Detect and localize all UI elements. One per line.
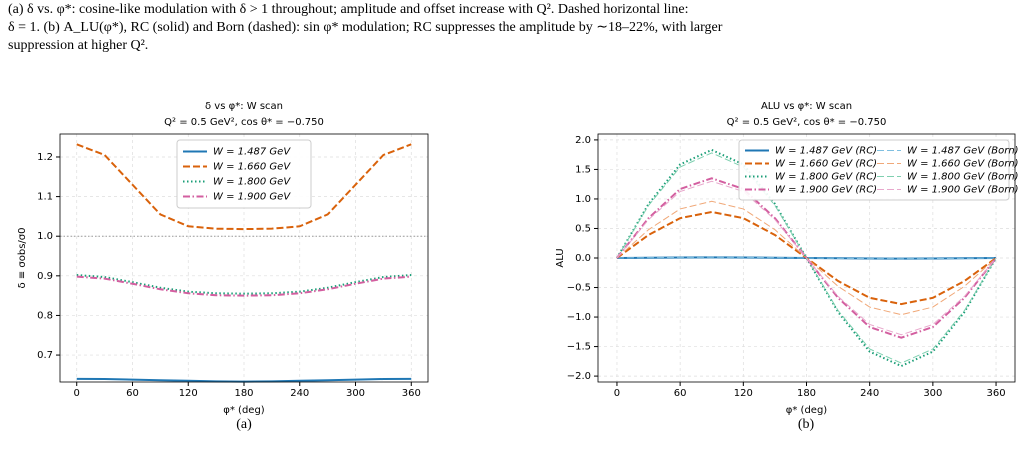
legend-label: W = 1.660 GeV (RC): [775, 159, 877, 170]
x-tick-label: 360: [402, 388, 421, 399]
y-tick-label: 1.1: [37, 192, 53, 203]
x-tick-label: 60: [674, 388, 687, 399]
x-tick-label: 360: [986, 388, 1005, 399]
y-tick-label: 0.7: [37, 350, 53, 361]
data-line: [616, 177, 997, 339]
x-tick-label: 240: [290, 388, 309, 399]
legend-label: W = 1.900 GeV: [213, 192, 291, 203]
y-tick-label: 0.9: [37, 271, 53, 282]
x-tick-label: 240: [860, 388, 879, 399]
chart-subtitle: Q² = 0.5 GeV², cos θ* = −0.750: [164, 117, 324, 128]
legend-label: W = 1.900 GeV (RC): [775, 185, 877, 196]
chart-title: ALU vs φ*: W scan: [761, 101, 852, 112]
plot-frame: [59, 133, 429, 383]
y-tick-label: −2.0: [567, 371, 591, 382]
legend-label: W = 1.487 GeV (RC): [775, 146, 877, 157]
x-tick-label: 0: [614, 388, 620, 399]
plot-frame: [597, 133, 1016, 383]
y-axis-label: ALU: [555, 248, 566, 267]
y-axis-label: δ ≡ σobs/σ0: [17, 228, 28, 289]
caption-line: δ = 1. (b) A_LU(φ*), RC (solid) and Born…: [8, 20, 723, 35]
legend-label: W = 1.487 GeV: [213, 147, 291, 158]
legend-box: [176, 139, 312, 209]
x-tick-label: 300: [923, 388, 942, 399]
x-tick-label: 0: [74, 388, 80, 399]
chart-subtitle: Q² = 0.5 GeV², cos θ* = −0.750: [727, 117, 887, 128]
legend-label: W = 1.800 GeV (RC): [775, 172, 877, 183]
data-line: [616, 180, 997, 336]
x-tick-label: 180: [234, 388, 253, 399]
y-tick-label: 1.0: [575, 194, 591, 205]
x-tick-label: 120: [179, 388, 198, 399]
panel-label: (a): [236, 417, 252, 432]
x-tick-label: 180: [797, 388, 816, 399]
panel-label: (b): [798, 417, 815, 432]
data-line: [616, 148, 997, 368]
legend-label: W = 1.800 GeV (Born): [907, 172, 1019, 183]
legend-label: W = 1.487 GeV (Born): [907, 146, 1019, 157]
y-tick-label: 0.5: [575, 223, 591, 234]
data-line: [76, 274, 412, 295]
chart-title: δ vs φ*: W scan: [205, 101, 283, 112]
y-tick-label: 1.2: [37, 152, 53, 163]
x-tick-label: 60: [126, 388, 139, 399]
y-tick-label: 0.8: [37, 310, 53, 321]
x-tick-label: 300: [346, 388, 365, 399]
y-tick-label: 1.0: [37, 231, 53, 242]
data-line: [76, 143, 412, 231]
y-tick-label: 1.5: [575, 164, 591, 175]
y-tick-label: −1.5: [567, 342, 591, 353]
y-tick-label: −0.5: [567, 283, 591, 294]
x-axis-label: φ* (deg): [223, 405, 265, 416]
legend-label: W = 1.800 GeV: [213, 177, 291, 188]
caption-line: suppression at higher Q².: [8, 38, 148, 53]
legend-label: W = 1.660 GeV: [213, 162, 291, 173]
legend-label: W = 1.660 GeV (Born): [907, 159, 1019, 170]
legend-label: W = 1.900 GeV (Born): [907, 185, 1019, 196]
y-tick-label: 0.0: [575, 253, 591, 264]
x-axis-label: φ* (deg): [786, 405, 828, 416]
data-line: [76, 275, 412, 297]
legend-box: [738, 139, 1010, 201]
x-tick-label: 120: [734, 388, 753, 399]
y-tick-label: −1.0: [567, 312, 591, 323]
data-line: [616, 256, 997, 260]
caption-line: (a) δ vs. φ*: cosine-like modulation wit…: [8, 2, 688, 17]
y-tick-label: 2.0: [575, 135, 591, 146]
